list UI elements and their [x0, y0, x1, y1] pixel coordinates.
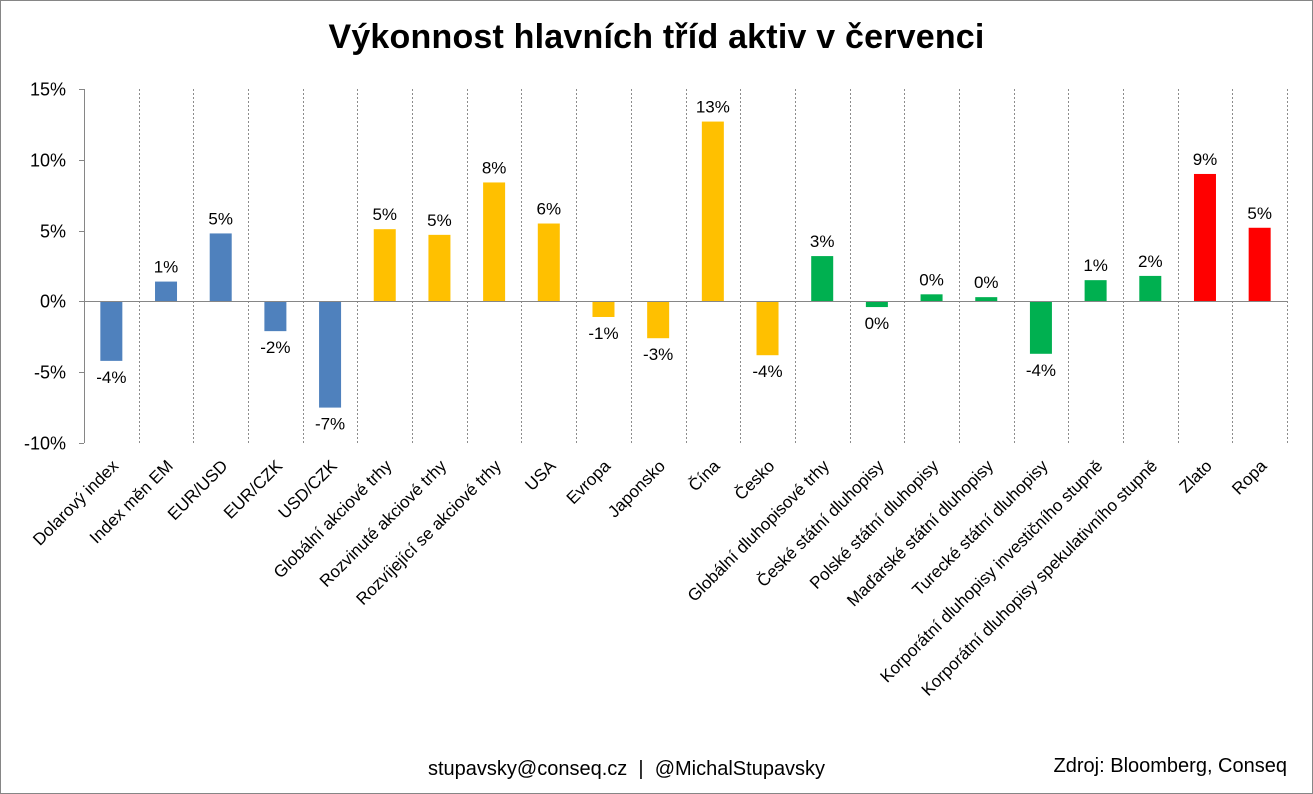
- y-tick-label: 10%: [30, 151, 66, 171]
- data-label: 1%: [154, 258, 179, 277]
- bar: [756, 301, 779, 356]
- category-label: Čína: [685, 456, 724, 495]
- data-label: 0%: [919, 270, 944, 289]
- data-label: 8%: [482, 158, 507, 177]
- chart-title: Výkonnost hlavních tříd aktiv v červenci: [328, 18, 985, 56]
- bar: [155, 281, 178, 302]
- data-label: 1%: [1083, 256, 1108, 275]
- bar: [592, 301, 615, 317]
- data-label: 3%: [810, 232, 835, 251]
- bar: [100, 301, 123, 361]
- data-label: -4%: [1026, 361, 1056, 380]
- data-label: 5%: [208, 209, 233, 228]
- category-label: Ropa: [1228, 456, 1271, 499]
- data-label: -7%: [315, 415, 345, 434]
- y-tick-label: -5%: [34, 363, 66, 383]
- y-tick-label: 5%: [40, 222, 66, 242]
- data-label: -4%: [752, 362, 782, 381]
- y-tick-label: 15%: [30, 80, 66, 100]
- data-label: -1%: [588, 324, 618, 343]
- data-label: 9%: [1193, 150, 1218, 169]
- bar: [1193, 173, 1216, 302]
- bar: [975, 297, 998, 302]
- data-label: 5%: [372, 205, 397, 224]
- bar: [865, 301, 888, 308]
- bar: [209, 233, 232, 302]
- category-label: Zlato: [1176, 456, 1216, 496]
- data-label: 5%: [1247, 204, 1272, 223]
- bar: [428, 234, 451, 302]
- category-label: EUR/USD: [164, 456, 232, 524]
- y-tick-label: -10%: [24, 434, 66, 454]
- data-label: 2%: [1138, 252, 1163, 271]
- bar: [1139, 275, 1162, 302]
- footer-source: Zdroj: Bloomberg, Conseq: [1053, 755, 1287, 777]
- category-label: Evropa: [563, 456, 615, 508]
- bar: [1084, 280, 1107, 302]
- bar: [920, 294, 943, 302]
- bar: [647, 301, 670, 339]
- data-label: 0%: [865, 314, 890, 333]
- y-tick-label: 0%: [40, 292, 66, 312]
- data-label: 13%: [696, 98, 730, 117]
- data-label: -4%: [96, 368, 126, 387]
- bar: [701, 121, 724, 302]
- data-label: -2%: [260, 338, 290, 357]
- category-label: USA: [521, 456, 560, 495]
- bar: [811, 256, 834, 302]
- bars: [100, 121, 1271, 408]
- bar: [537, 223, 560, 302]
- data-label: 0%: [974, 273, 999, 292]
- grid-lines: [139, 89, 1288, 443]
- bar: [319, 301, 342, 408]
- bar: [1029, 301, 1052, 354]
- bar: [1248, 227, 1271, 302]
- axes: [79, 89, 85, 444]
- footer-contact: stupavsky@conseq.cz | @MichalStupavsky: [428, 758, 826, 780]
- data-label: 6%: [537, 200, 562, 219]
- bar: [373, 229, 396, 302]
- bar: [483, 182, 506, 302]
- data-labels: -4% 1% 5% -2% -7% 5% 5% 8% 6% -1% -3% 13% -4% 3% 0% 0% 0…: [84, 98, 1287, 434]
- category-label: EUR/CZK: [220, 456, 287, 523]
- category-label: Japonsko: [604, 456, 669, 521]
- data-label: 5%: [427, 211, 452, 230]
- bar: [264, 301, 287, 332]
- category-label: Česko: [731, 456, 779, 504]
- data-label: -3%: [643, 345, 673, 364]
